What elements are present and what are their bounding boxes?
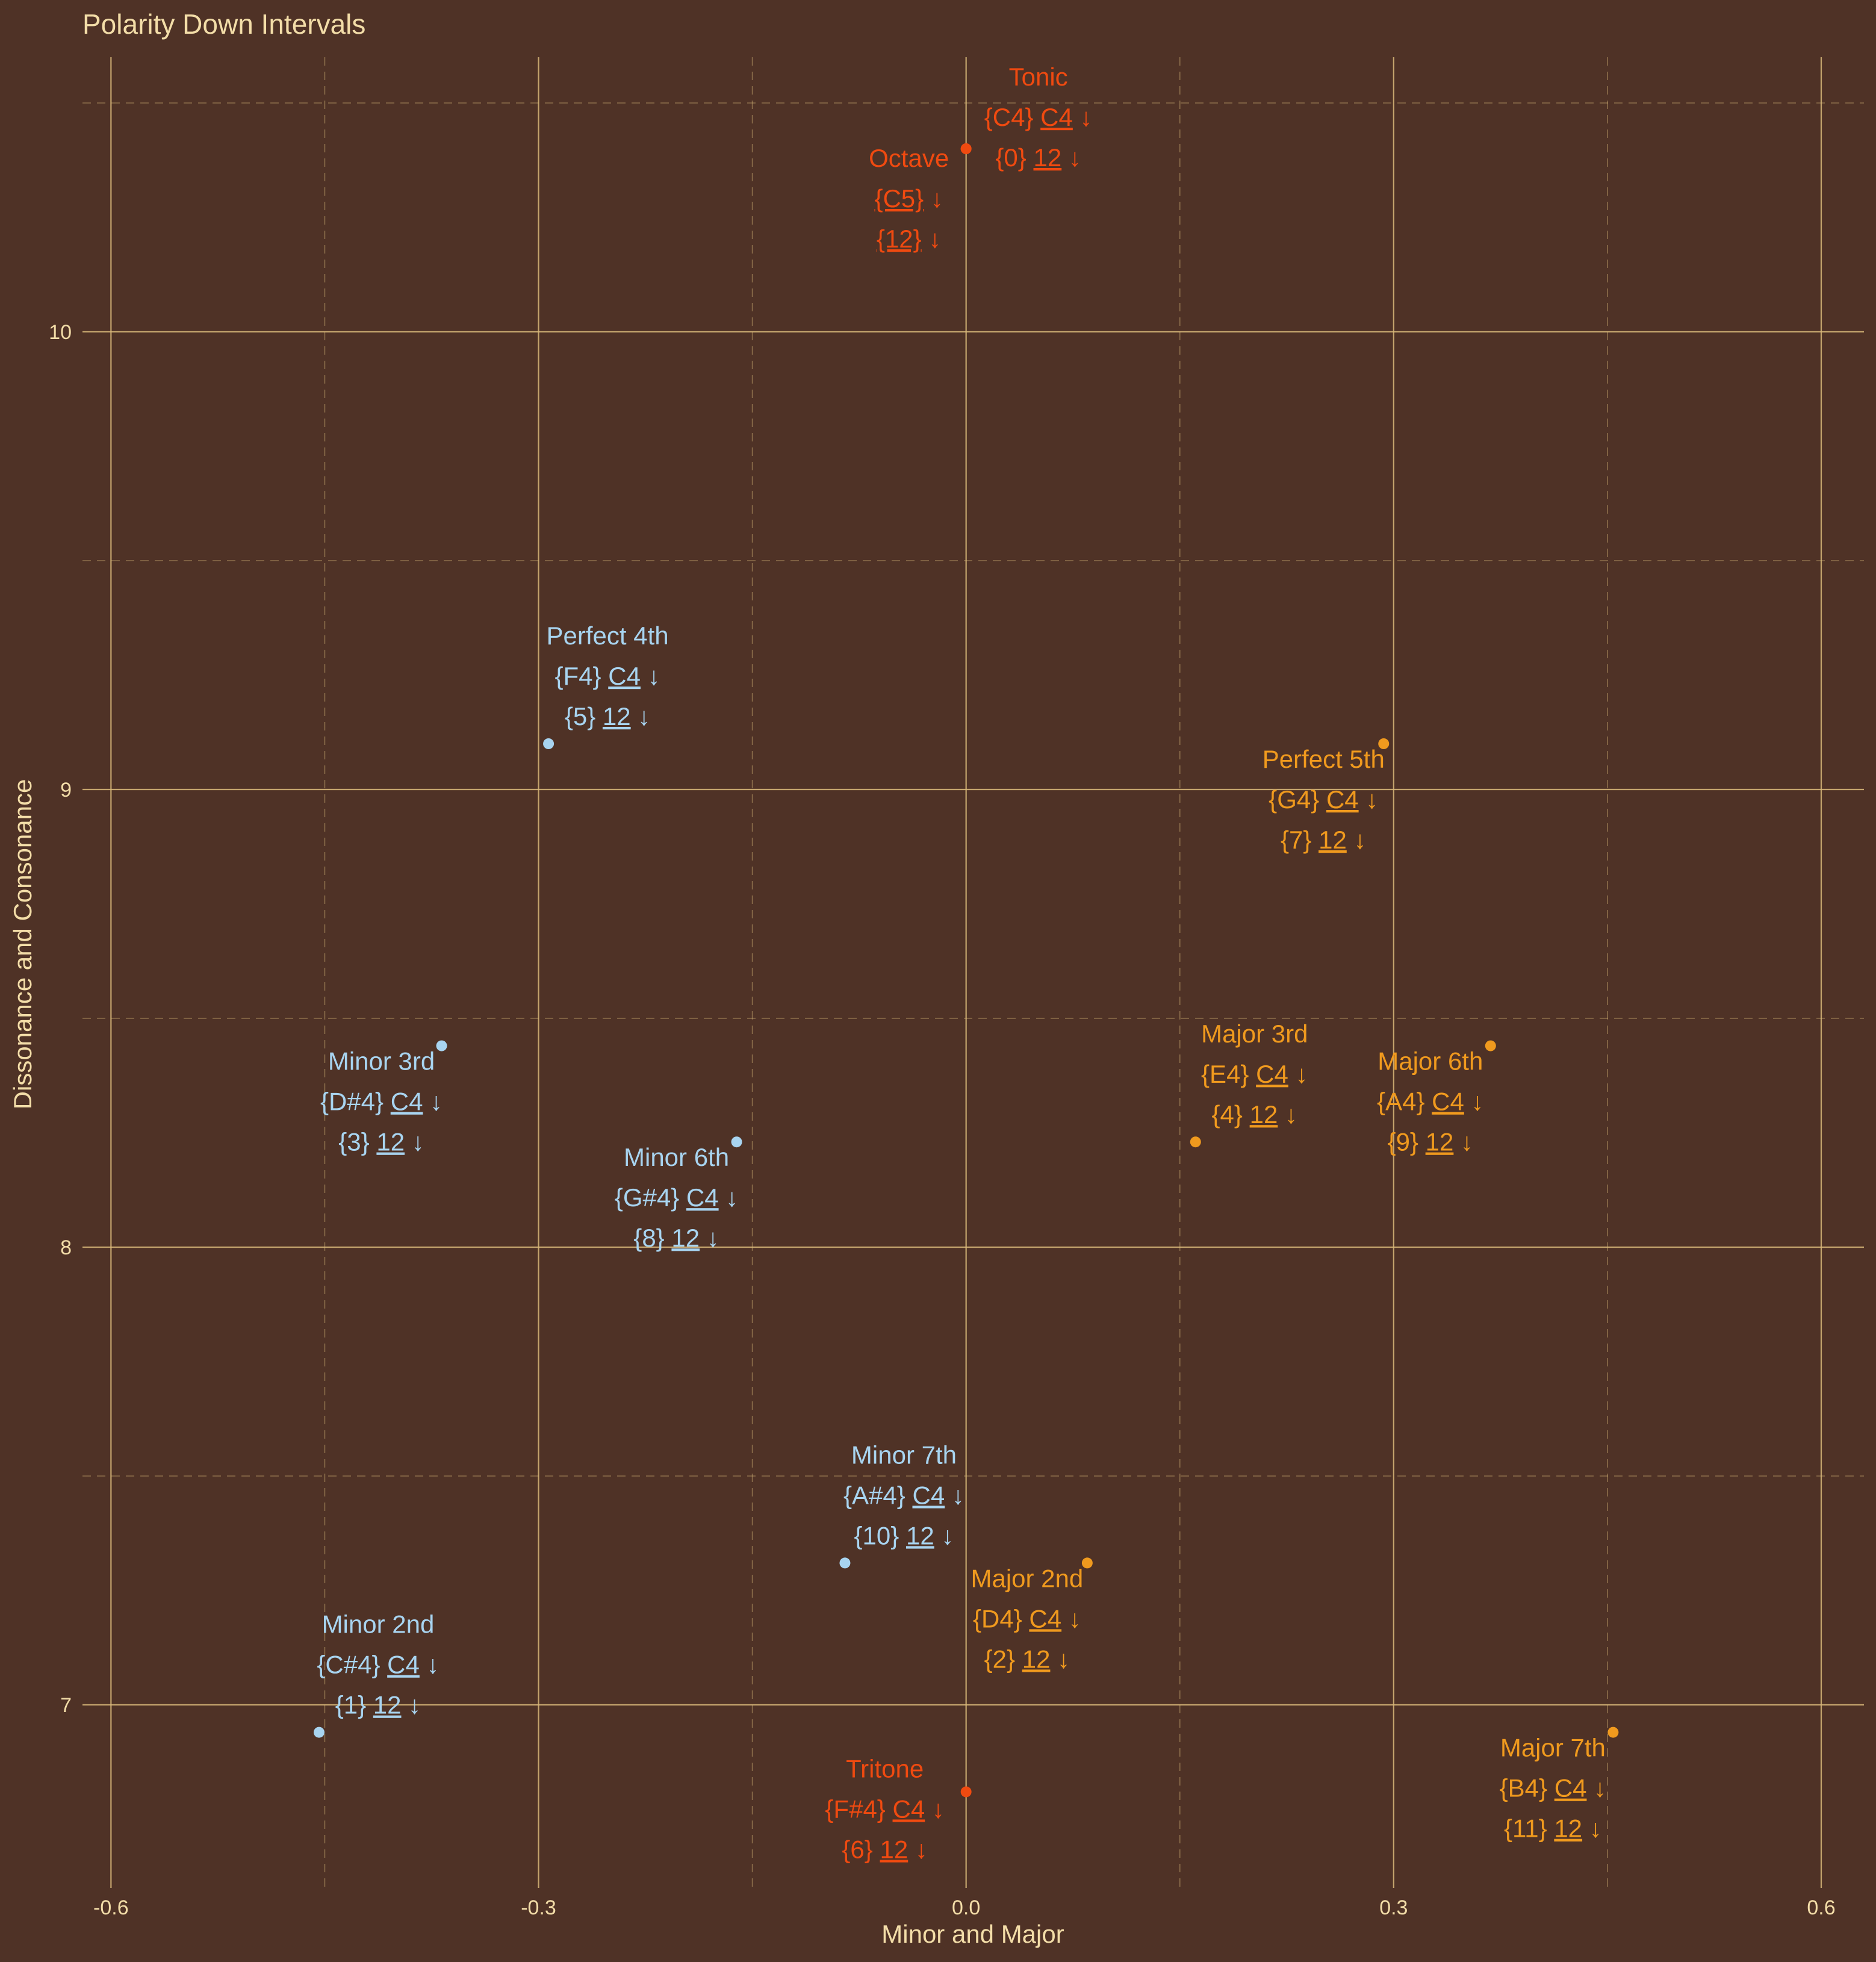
point-label: Perfect 4th {F4} C4 ↓ {5} 12 ↓ (547, 621, 669, 730)
data-point (961, 1786, 972, 1797)
point-detail: {F#4} C4 ↓ (825, 1795, 944, 1823)
point-detail: {C#4} C4 ↓ (317, 1651, 439, 1679)
point-detail: {A#4} C4 ↓ (843, 1481, 964, 1509)
point-detail: {2} 12 ↓ (984, 1645, 1070, 1673)
point-label: Major 6th {A4} C4 ↓ {9} 12 ↓ (1377, 1047, 1483, 1156)
point-detail: {A4} C4 ↓ (1377, 1088, 1483, 1116)
point-detail: {5} 12 ↓ (565, 702, 650, 730)
point-name: Perfect 4th (547, 621, 669, 650)
point-label: Octave {C5} ↓ {12} ↓ (869, 144, 949, 253)
point-name: Perfect 5th (1263, 745, 1385, 773)
point-name: Octave (869, 144, 949, 172)
point-name: Major 2nd (971, 1564, 1083, 1592)
y-axis-label: Dissonance and Consonance (8, 779, 37, 1110)
point-detail: {D#4} C4 ↓ (320, 1088, 443, 1116)
point-name: Tritone (846, 1754, 924, 1783)
point-detail: {1} 12 ↓ (335, 1691, 421, 1719)
point-label: Perfect 5th {G4} C4 ↓ {7} 12 ↓ (1263, 745, 1385, 854)
point-detail: {0} 12 ↓ (995, 143, 1081, 172)
data-point (839, 1557, 850, 1568)
y-tick-label: 8 (60, 1236, 72, 1259)
x-tick-label: -0.3 (521, 1896, 556, 1919)
point-detail: {E4} C4 ↓ (1201, 1060, 1308, 1088)
point-name: Minor 7th (851, 1440, 957, 1469)
point-detail: {D4} C4 ↓ (973, 1604, 1081, 1633)
y-tick-label: 7 (60, 1694, 72, 1717)
data-point (543, 738, 554, 749)
point-name: Tonic (1009, 63, 1068, 91)
point-label: Minor 7th {A#4} C4 ↓ {10} 12 ↓ (843, 1440, 964, 1549)
x-tick-label: 0.3 (1379, 1896, 1408, 1919)
point-detail: {G#4} C4 ↓ (615, 1183, 738, 1212)
point-detail: {9} 12 ↓ (1388, 1128, 1473, 1156)
point-detail: {G4} C4 ↓ (1269, 785, 1378, 814)
point-label: Major 2nd {D4} C4 ↓ {2} 12 ↓ (971, 1564, 1083, 1673)
point-detail: {7} 12 ↓ (1281, 826, 1366, 854)
point-detail: {3} 12 ↓ (338, 1128, 424, 1156)
point-name: Minor 3rd (328, 1047, 435, 1076)
point-detail: {6} 12 ↓ (842, 1835, 927, 1863)
point-detail: {12} ↓ (877, 225, 941, 253)
data-point (1485, 1041, 1496, 1051)
point-name: Major 7th (1500, 1734, 1606, 1762)
x-tick-label: 0.6 (1807, 1896, 1835, 1919)
data-point (436, 1041, 447, 1051)
chart-title: Polarity Down Intervals (82, 8, 365, 40)
data-point (1607, 1727, 1618, 1738)
point-name: Minor 2nd (322, 1610, 435, 1639)
point-detail: {F4} C4 ↓ (555, 662, 660, 690)
point-label: Major 7th {B4} C4 ↓ {11} 12 ↓ (1500, 1734, 1606, 1843)
x-tick-label: 0.0 (952, 1896, 980, 1919)
point-detail: {4} 12 ↓ (1212, 1100, 1297, 1129)
data-point (961, 143, 972, 154)
data-point (1190, 1136, 1201, 1147)
point-detail: {10} 12 ↓ (854, 1521, 954, 1549)
point-detail: {C5} ↓ (874, 184, 943, 213)
data-point (1082, 1557, 1093, 1568)
point-label: Minor 2nd {C#4} C4 ↓ {1} 12 ↓ (317, 1610, 439, 1719)
point-name: Minor 6th (624, 1143, 729, 1171)
point-detail: {8} 12 ↓ (633, 1224, 719, 1252)
point-name: Major 6th (1377, 1047, 1483, 1076)
x-axis-label: Minor and Major (881, 1920, 1064, 1948)
point-label: Minor 3rd {D#4} C4 ↓ {3} 12 ↓ (320, 1047, 443, 1156)
data-point (731, 1136, 742, 1147)
y-tick-label: 10 (49, 321, 72, 344)
point-detail: {C4} C4 ↓ (984, 103, 1093, 131)
point-name: Major 3rd (1201, 1020, 1308, 1048)
point-detail: {11} 12 ↓ (1504, 1814, 1602, 1843)
point-detail: {B4} C4 ↓ (1500, 1774, 1606, 1802)
x-tick-label: -0.6 (93, 1896, 129, 1919)
point-label: Major 3rd {E4} C4 ↓ {4} 12 ↓ (1201, 1020, 1308, 1129)
y-tick-label: 9 (60, 779, 72, 802)
data-point (314, 1727, 325, 1738)
